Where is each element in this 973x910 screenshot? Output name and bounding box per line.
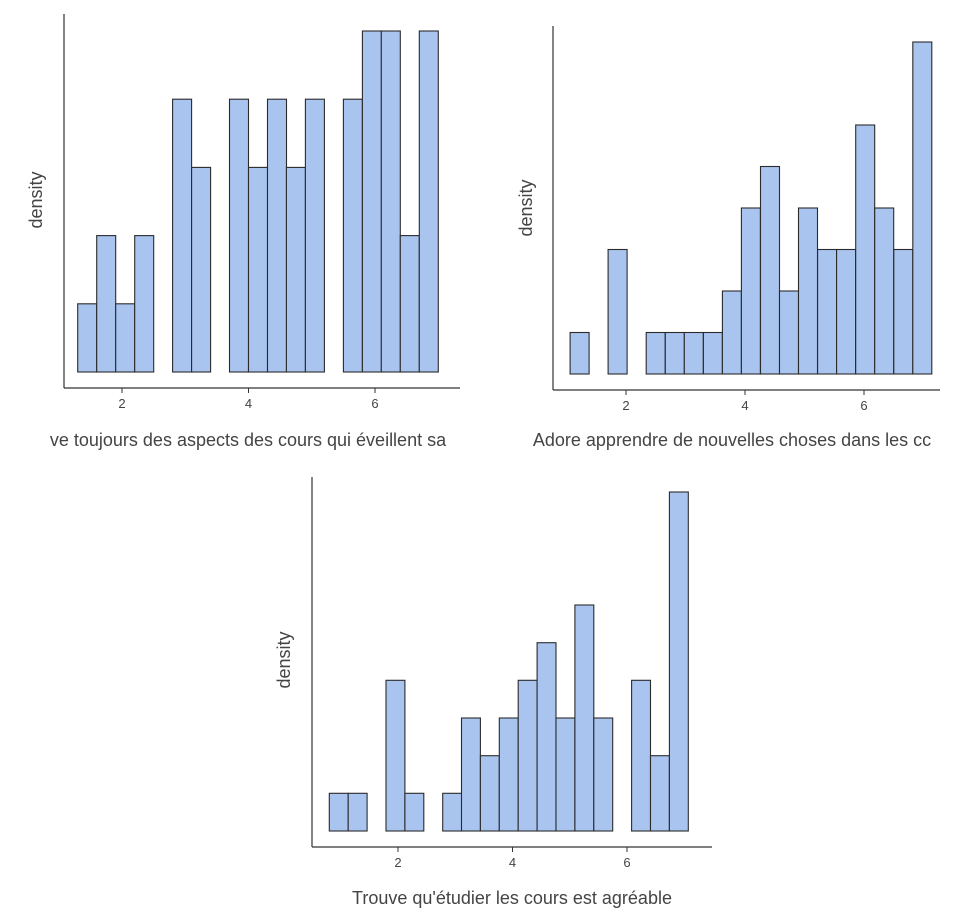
histogram-bar: [836, 248, 857, 375]
x-tick-label: 4: [741, 398, 748, 413]
x-ticks-group: 2 4 6: [394, 847, 631, 870]
histogram-bar: [361, 30, 382, 373]
x-ticks-group: 2 4 6: [118, 388, 379, 411]
histogram-bar: [328, 792, 349, 832]
y-axis-title: density: [274, 631, 294, 688]
histogram-bar: [380, 30, 401, 373]
histogram-bar: [266, 98, 288, 373]
histogram-bar: [517, 679, 538, 832]
x-axis-title: Trouve qu'étudier les cours est agréable: [352, 888, 672, 908]
x-tick-label: 2: [394, 855, 401, 870]
histogram-bar: [645, 331, 666, 375]
histogram-bar: [817, 248, 838, 375]
histogram-bar: [460, 717, 481, 832]
histogram-bar: [607, 248, 628, 375]
bars-group: [569, 41, 933, 375]
histogram-bar: [442, 792, 463, 832]
x-tick-label: 6: [623, 855, 630, 870]
histogram-bar: [759, 165, 781, 375]
histogram-bar: [569, 331, 590, 375]
histogram-bar: [115, 303, 136, 373]
histogram-bar: [574, 604, 595, 832]
histogram-bar: [347, 792, 368, 832]
x-tick-label: 2: [118, 396, 125, 411]
x-axis-title: ve toujours des aspects des cours qui év…: [50, 430, 447, 450]
histogram-bar: [912, 41, 933, 375]
histogram-bar: [555, 717, 576, 832]
x-tick-label: 4: [245, 396, 252, 411]
x-tick-label: 2: [622, 398, 629, 413]
histogram-bar: [721, 290, 742, 375]
x-axis-title: Adore apprendre de nouvelles choses dans…: [533, 430, 931, 450]
histogram-bar: [385, 679, 406, 832]
histogram-bar: [77, 303, 98, 373]
x-tick-label: 6: [371, 396, 378, 411]
histogram-bar: [874, 207, 895, 375]
histogram-bar: [304, 98, 325, 373]
histogram-bar: [668, 491, 689, 832]
histogram-bar: [855, 124, 876, 375]
histogram-bar: [191, 166, 212, 373]
histogram-bar: [418, 30, 439, 373]
histogram-bar: [893, 248, 914, 375]
histogram-bar: [479, 755, 500, 832]
histogram-bar: [664, 331, 685, 375]
x-ticks-group: 2 4 6: [622, 390, 868, 413]
bars-group: [77, 30, 439, 373]
histogram-panel-1: 2 4 6 density ve toujours des aspects des …: [26, 14, 460, 450]
histogram-bar: [399, 235, 420, 373]
histogram-bar: [683, 331, 704, 375]
histogram-bar: [740, 207, 761, 375]
histogram-bar: [172, 98, 193, 373]
histogram-bar: [631, 679, 652, 832]
x-tick-label: 4: [509, 855, 516, 870]
x-tick-label: 6: [860, 398, 867, 413]
histogram-panel-3: 2 4 6 density Trouve qu'étudier les cours …: [274, 477, 712, 908]
histogram-bar: [536, 642, 557, 832]
histogram-panel-2: 2 4 6 density Adore apprendre de nouvelles…: [516, 26, 940, 450]
histogram-bar: [778, 290, 800, 375]
histogram-bar: [247, 166, 269, 373]
bars-group: [328, 491, 689, 832]
histogram-bar: [96, 235, 117, 373]
histogram-bar: [649, 755, 670, 832]
histogram-bar: [498, 717, 519, 832]
histogram-bar: [134, 235, 155, 373]
histogram-bar: [342, 98, 363, 373]
y-axis-title: density: [516, 179, 536, 236]
y-axis-title: density: [26, 171, 46, 228]
histogram-bar: [228, 98, 250, 373]
histogram-bar: [285, 166, 306, 373]
histogram-bar: [797, 207, 819, 375]
histogram-bar: [404, 792, 425, 832]
histogram-bar: [702, 331, 723, 375]
histogram-bar: [593, 717, 614, 832]
